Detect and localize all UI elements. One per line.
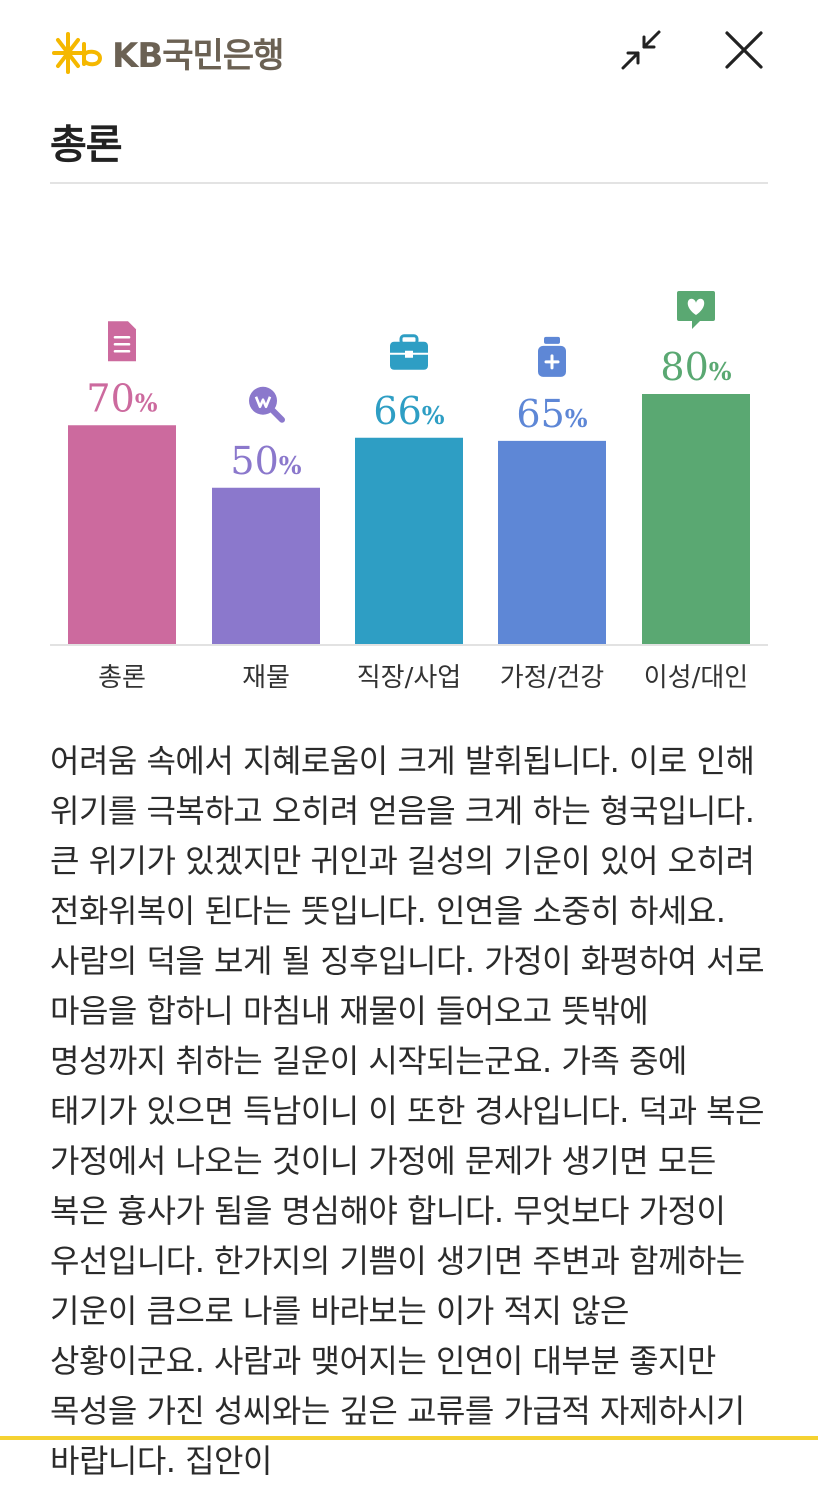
document-icon — [108, 321, 136, 362]
close-button[interactable] — [720, 26, 768, 74]
value-label-4: 65% — [516, 392, 587, 436]
chart-bar-3 — [355, 437, 463, 644]
category-label-3: 직장/사업 — [357, 663, 461, 693]
minimize-button[interactable] — [617, 26, 665, 74]
chart-bar-1 — [68, 425, 176, 644]
title-divider — [50, 182, 768, 184]
brand-name: KB국민은행 — [112, 36, 284, 76]
kb-star-logo-icon — [52, 31, 103, 74]
value-label-5: 80% — [660, 345, 731, 389]
fortune-bar-chart: 70% 총론 50% 재물 66% 직장/사업 65% 가정/건강 80% 이성/대인 — [50, 291, 768, 693]
kb-logo: KB국민은행 — [50, 28, 284, 77]
chart-bar-4 — [498, 440, 606, 644]
page-title: 총론 — [50, 122, 123, 168]
bottom-accent-bar — [0, 1436, 818, 1440]
value-label-1: 70% — [86, 376, 157, 420]
category-label-1: 총론 — [98, 663, 146, 693]
medicine-bottle-icon — [538, 336, 566, 377]
chart-bar-5 — [642, 394, 750, 644]
app-header: KB국민은행 — [0, 0, 818, 100]
briefcase-icon — [390, 334, 428, 370]
category-label-5: 이성/대인 — [644, 663, 748, 693]
category-label-2: 재물 — [242, 663, 290, 693]
chart-bar-2 — [212, 487, 320, 644]
value-label-2: 50% — [230, 439, 301, 483]
category-label-4: 가정/건강 — [500, 663, 604, 693]
money-search-icon — [249, 386, 285, 423]
heart-chat-icon — [677, 291, 715, 329]
close-icon — [725, 31, 763, 69]
value-label-3: 66% — [373, 389, 444, 433]
collapse-arrows-icon — [621, 30, 661, 70]
fortune-description: 어려움 속에서 지혜로움이 크게 발휘됩니다. 이로 인해 위기를 극복하고 오… — [50, 742, 765, 1480]
